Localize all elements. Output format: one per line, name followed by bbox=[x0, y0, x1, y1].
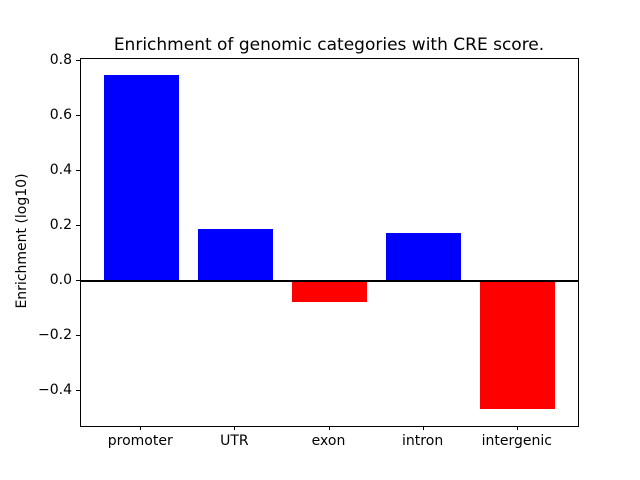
y-tick-label: 0.2 bbox=[49, 216, 72, 233]
y-axis-label: Enrichment (log10) bbox=[14, 173, 30, 309]
zero-line bbox=[81, 280, 578, 283]
bar-intron bbox=[385, 232, 462, 281]
bar-exon bbox=[291, 281, 368, 302]
y-tick-mark bbox=[76, 114, 80, 116]
x-tick-mark bbox=[140, 426, 142, 430]
y-tick-mark bbox=[76, 280, 80, 282]
x-tick-label-UTR: UTR bbox=[220, 433, 249, 449]
x-tick-mark bbox=[516, 426, 518, 430]
bar-intergenic bbox=[480, 281, 556, 409]
y-tick-mark bbox=[76, 224, 80, 226]
x-tick-label-intergenic: intergenic bbox=[481, 433, 552, 449]
plot-area bbox=[80, 58, 579, 427]
y-tick-label: 0.4 bbox=[49, 161, 72, 178]
chart-title: Enrichment of genomic categories with CR… bbox=[113, 35, 545, 55]
x-tick-mark bbox=[328, 426, 330, 430]
y-tick-mark bbox=[76, 390, 80, 392]
x-tick-label-exon: exon bbox=[311, 433, 346, 449]
y-tick-mark bbox=[76, 59, 80, 61]
y-tick-mark bbox=[76, 169, 80, 171]
y-tick-label: −0.4 bbox=[38, 382, 72, 399]
bar-UTR bbox=[197, 228, 274, 281]
y-tick-label: 0.0 bbox=[49, 272, 72, 289]
x-tick-label-intron: intron bbox=[402, 433, 444, 449]
y-tick-mark bbox=[76, 335, 80, 337]
y-tick-label: 0.8 bbox=[49, 51, 72, 68]
y-tick-label: 0.6 bbox=[49, 106, 72, 123]
x-tick-mark bbox=[234, 426, 236, 430]
x-tick-mark bbox=[422, 426, 424, 430]
y-tick-label: −0.2 bbox=[38, 327, 72, 344]
bar-promoter bbox=[103, 74, 179, 281]
x-tick-label-promoter: promoter bbox=[107, 433, 173, 449]
